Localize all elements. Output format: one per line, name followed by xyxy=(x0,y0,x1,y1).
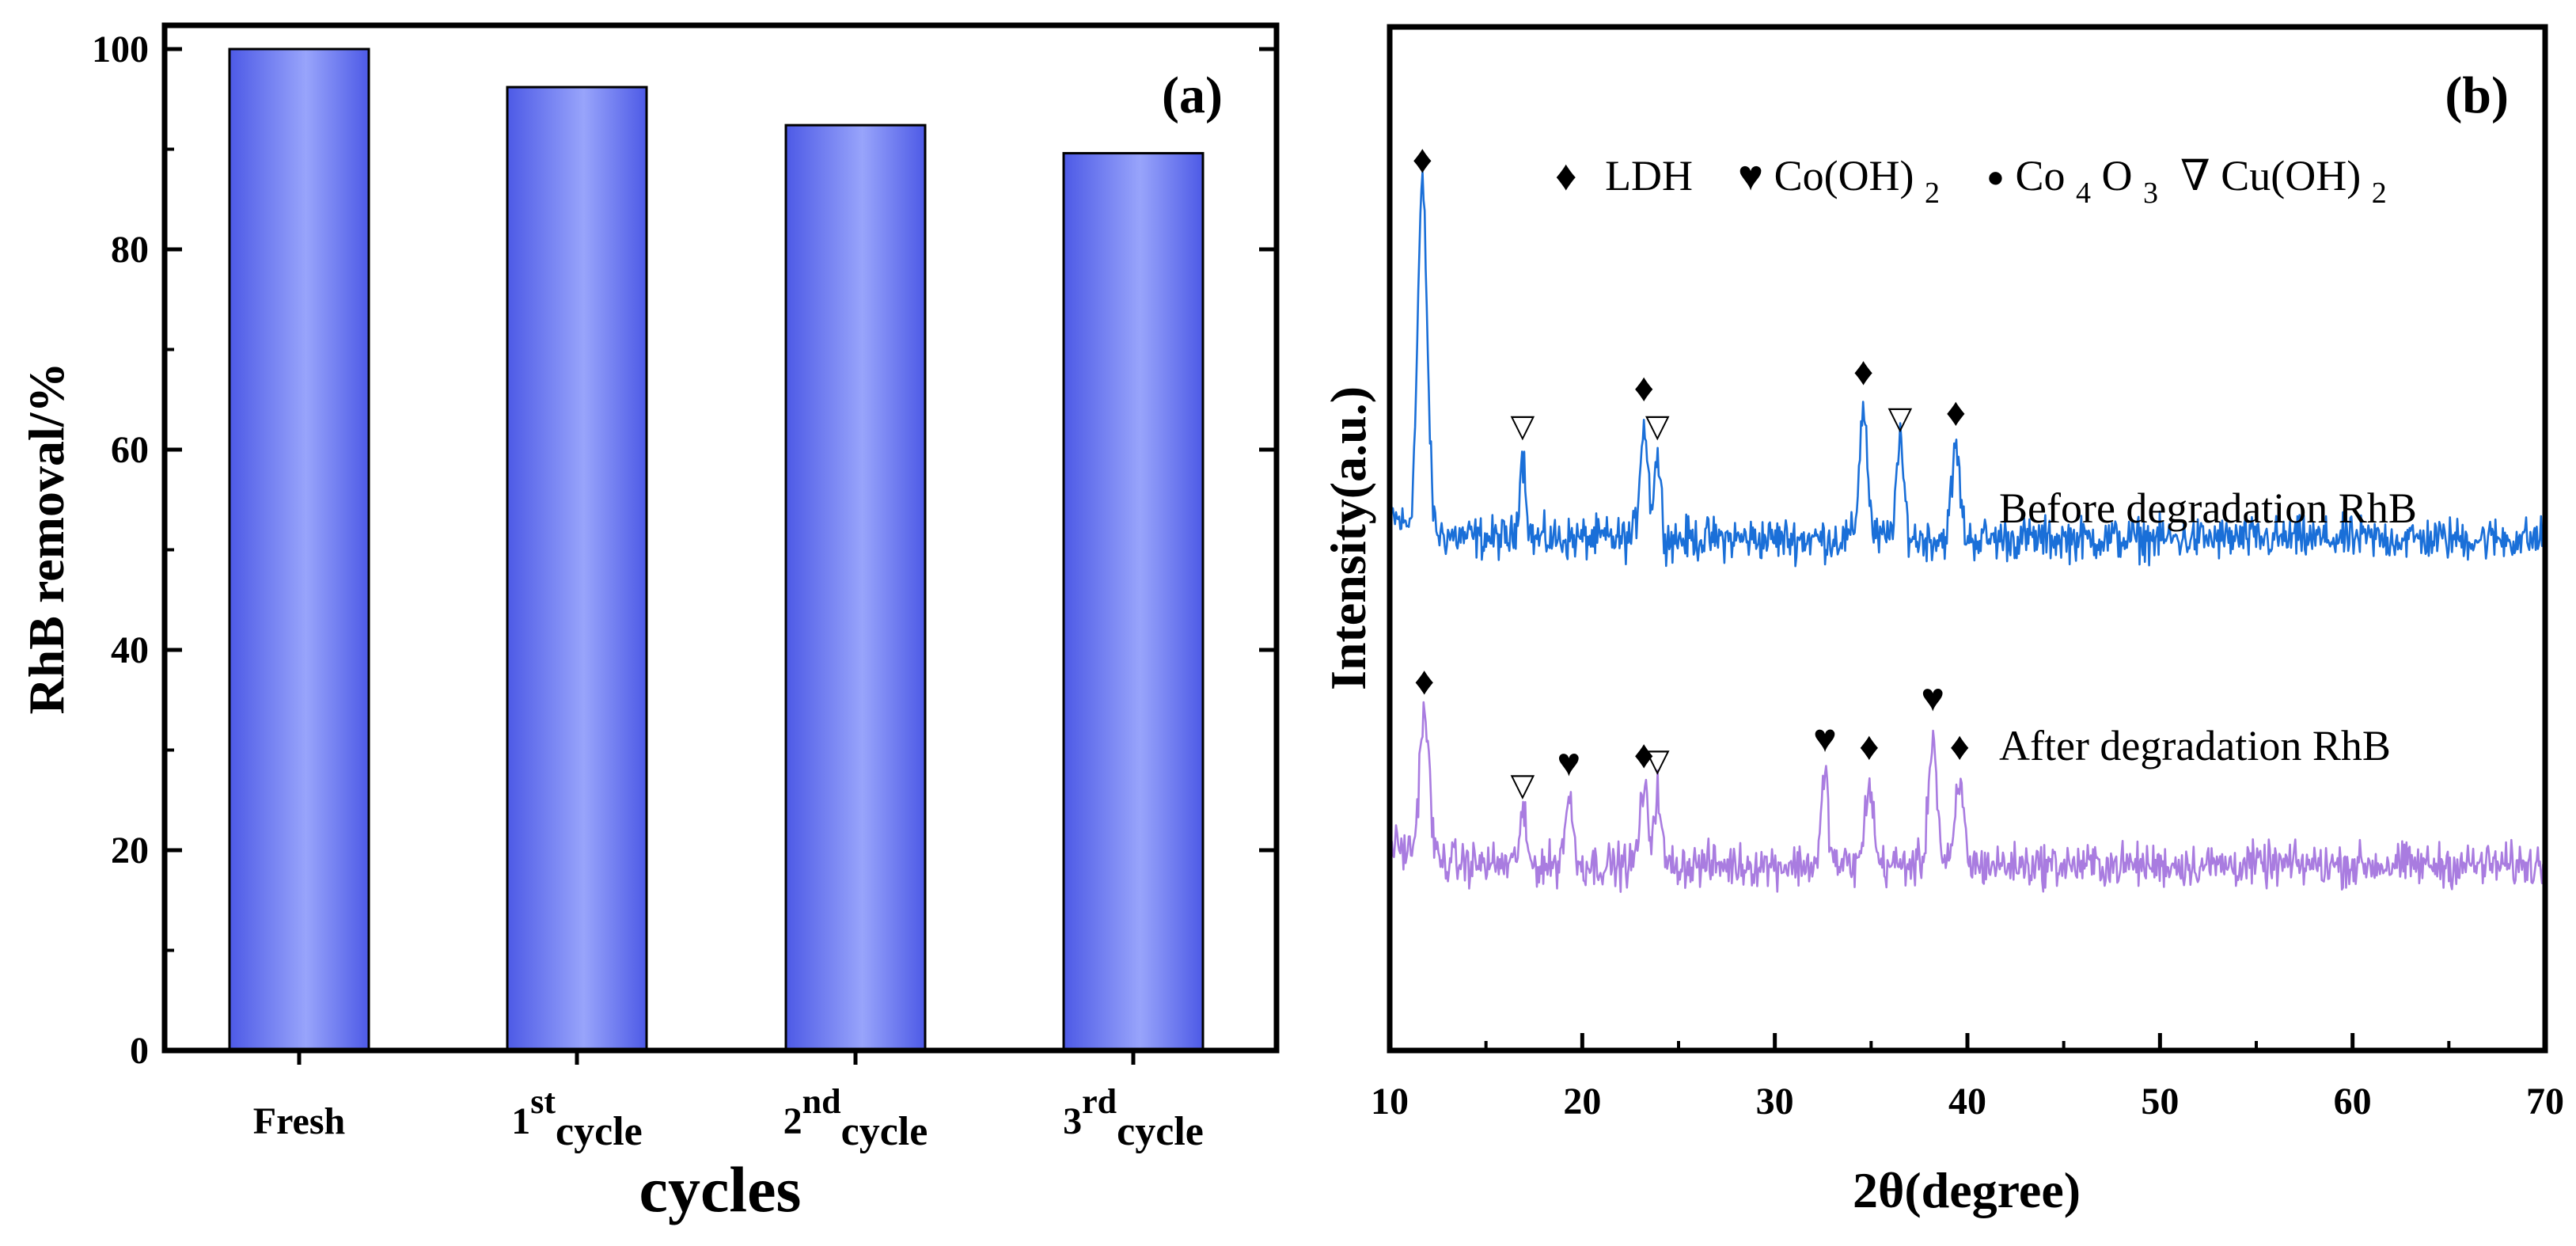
triangle-marker: ▽ xyxy=(1645,743,1670,778)
series-label-before: Before degradation RhB xyxy=(1999,484,2417,532)
category-label: 3rdcycle xyxy=(1063,1082,1204,1154)
panel-label-b: (b) xyxy=(2445,66,2509,124)
diamond-icon: ♦ xyxy=(1555,152,1577,199)
y-tick-label: 40 xyxy=(111,629,149,671)
y-tick-label: 100 xyxy=(92,28,149,70)
legend-item-cooh2: ♥ Co(OH) 2 xyxy=(1738,152,1940,210)
heart-marker: ♥ xyxy=(1813,716,1837,760)
legend-item-cuoh2: ∇ Cu(OH) 2 xyxy=(2180,152,2387,210)
x-tick-label: 40 xyxy=(1948,1081,1986,1123)
category-label: 2ndcycle xyxy=(783,1082,928,1154)
x-tick-label: 30 xyxy=(1756,1081,1794,1123)
series-label-after: After degradation RhB xyxy=(1999,722,2391,769)
triangle-down-icon: ∇ xyxy=(2180,152,2210,199)
x-category-labels: Fresh 1stcycle 2ndcycle 3rdcycle xyxy=(253,1082,1204,1154)
triangle-marker: ▽ xyxy=(1511,767,1535,803)
y-tick-label: 60 xyxy=(111,429,149,471)
bar xyxy=(228,47,370,1052)
diamond-marker: ♦ xyxy=(1414,659,1435,703)
x-tick-label: 20 xyxy=(1563,1081,1601,1123)
triangle-marker: ▽ xyxy=(1887,400,1912,435)
phase-legend: ♦ LDH ♥ Co(OH) 2 ● Co 4 O 3 ∇ Cu(OH) 2 xyxy=(1555,149,2387,212)
diamond-marker: ♦ xyxy=(1633,365,1654,409)
legend-item-co4o3: ● Co 4 O 3 xyxy=(1986,149,2158,212)
heart-icon: ♥ xyxy=(1738,152,1763,199)
x-tick-label: 10 xyxy=(1371,1081,1409,1123)
bar xyxy=(1062,152,1205,1052)
heart-marker: ♥ xyxy=(1557,740,1580,784)
legend-item-ldh: ♦ LDH xyxy=(1555,152,1693,199)
y-tick-label: 20 xyxy=(111,830,149,872)
xrd-series-lines xyxy=(1388,171,2546,893)
bar xyxy=(506,85,648,1052)
x-axis-ticks-b: 10 20 30 40 50 60 70 xyxy=(1371,1033,2564,1123)
bar xyxy=(784,123,927,1052)
x-axis-title-a: cycles xyxy=(639,1153,802,1225)
plot-frame-a xyxy=(161,22,1280,1054)
x-tick-label: 60 xyxy=(2334,1081,2372,1123)
xrd-series-line xyxy=(1388,171,2546,568)
peak-markers: ♦▽♦▽♦▽ ♦♦▽♥ ♦▽♥ ♦♥♦ xyxy=(1413,137,1970,803)
y-tick-label: 0 xyxy=(130,1030,149,1072)
diamond-marker: ♦ xyxy=(1946,389,1967,434)
diamond-marker: ♦ xyxy=(1633,732,1654,777)
dot-icon: ● xyxy=(1986,161,2005,194)
x-tick-label: 70 xyxy=(2526,1081,2564,1123)
diamond-marker: ♦ xyxy=(1853,349,1874,393)
panel-label-a: (a) xyxy=(1162,66,1223,124)
category-label: 1stcycle xyxy=(511,1082,642,1154)
bar-chart-panel-a: 0 20 40 60 80 100 (a) RhB removal/% Fresh 1stc… xyxy=(18,22,1280,1225)
xrd-series-line xyxy=(1388,701,2546,893)
y-axis-title-a: RhB removal/% xyxy=(18,362,74,714)
heart-marker: ♥ xyxy=(1921,675,1944,720)
x-tick-label: 50 xyxy=(2141,1081,2179,1123)
y-axis-title-b: Intensity(a.u.) xyxy=(1320,386,1376,690)
category-label: Fresh xyxy=(253,1100,345,1142)
diamond-marker: ♦ xyxy=(1413,137,1433,181)
diamond-marker: ♦ xyxy=(1950,724,1971,769)
xrd-chart-panel-b: ♦▽♦▽♦▽ ♦♦▽♥ ♦▽♥ ♦♥♦ 10 20 30 40 50 60 70 (b) Inte… xyxy=(1320,24,2564,1218)
triangle-marker: ▽ xyxy=(1645,408,1670,444)
y-axis-ticks: 0 20 40 60 80 100 xyxy=(92,28,1277,1072)
diamond-marker: ♦ xyxy=(1859,724,1880,769)
triangle-marker: ▽ xyxy=(1511,408,1535,444)
bar-group xyxy=(228,47,1205,1052)
y-tick-label: 80 xyxy=(111,229,149,271)
x-axis-title-b: 2θ(degree) xyxy=(1853,1162,2081,1218)
